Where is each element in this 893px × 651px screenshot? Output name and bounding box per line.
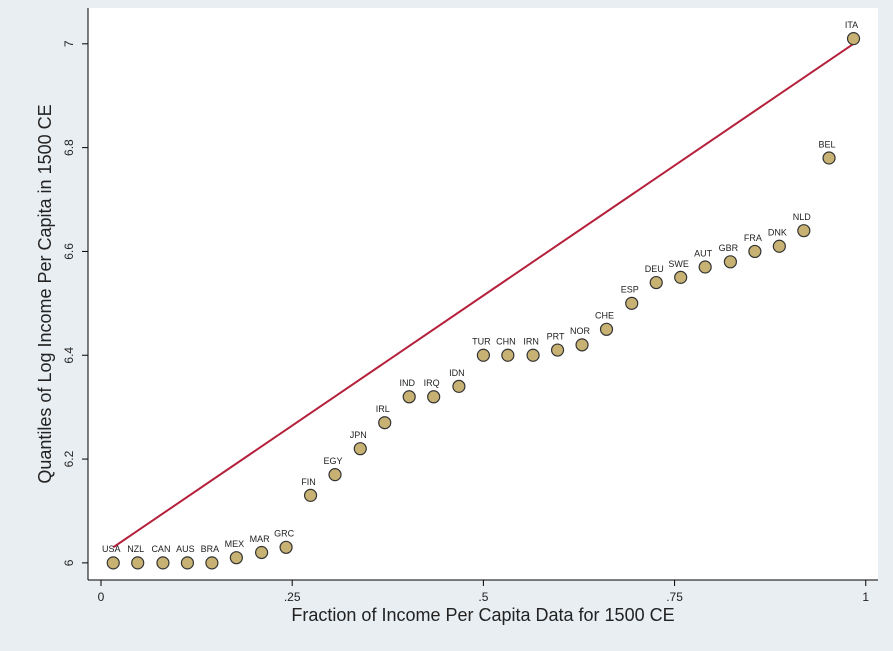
point-label: NOR (570, 326, 591, 336)
point (353, 442, 367, 456)
y-axis-title: Quantiles of Log Income Per Capita in 15… (35, 104, 55, 483)
point (575, 338, 589, 352)
point (378, 416, 392, 430)
point-label: TUR (472, 337, 491, 347)
point (476, 348, 490, 362)
point-label: BEL (819, 139, 836, 149)
point-label: MAR (250, 534, 271, 544)
reference-line (112, 42, 855, 549)
point (156, 556, 170, 570)
y-tick-label: 6 (62, 559, 76, 566)
plot-area (88, 8, 878, 580)
point (427, 390, 441, 404)
point-label: PRT (547, 331, 565, 341)
point-label: CAN (151, 544, 170, 554)
point (526, 348, 540, 362)
point-label: IRQ (424, 378, 440, 388)
point-label: ITA (845, 20, 858, 30)
point-label: NLD (793, 212, 812, 222)
point-label: CHE (595, 311, 614, 321)
point (452, 379, 466, 393)
x-axis-title: Fraction of Income Per Capita Data for 1… (291, 605, 674, 625)
point-label: AUT (694, 248, 713, 258)
point-label: FRA (744, 233, 762, 243)
point-label: IRL (376, 404, 390, 414)
y-tick-label: 6.2 (62, 450, 76, 467)
point-label: ESP (621, 285, 639, 295)
point (748, 244, 762, 259)
y-tick-label: 7 (62, 40, 76, 47)
x-tick-label: .5 (478, 590, 488, 604)
point-label: USA (102, 544, 121, 554)
point-label: JPN (350, 430, 367, 440)
point (599, 322, 614, 336)
point (723, 255, 738, 269)
point (106, 556, 120, 570)
point-label: EGY (324, 456, 343, 466)
point-label: BRA (201, 544, 220, 554)
point (180, 556, 195, 570)
point (772, 239, 786, 253)
point-label: MEX (225, 539, 245, 549)
x-tick-label: .75 (666, 590, 683, 604)
point (255, 545, 269, 560)
y-tick-label: 6.6 (62, 243, 76, 260)
point-label: NZL (127, 544, 144, 554)
point (131, 556, 145, 570)
point-label: FIN (301, 477, 316, 487)
point-label: GBR (719, 243, 739, 253)
y-tick-label: 6.4 (62, 347, 76, 364)
point (205, 556, 219, 570)
point (501, 348, 515, 362)
point (328, 468, 342, 482)
point-label: CHN (496, 337, 516, 347)
x-tick-label: 0 (98, 590, 105, 604)
point-label: IDN (449, 368, 465, 378)
x-tick-label: .25 (284, 590, 301, 604)
point-label: IRN (523, 337, 539, 347)
point-label: DEU (645, 264, 664, 274)
point (846, 32, 861, 46)
point-label: SWE (668, 259, 689, 269)
point (303, 488, 318, 502)
point (229, 551, 243, 565)
point (649, 275, 663, 290)
point (698, 260, 712, 274)
point (822, 151, 836, 165)
y-tick-label: 6.8 (62, 139, 76, 156)
x-tick-label: 1 (862, 590, 869, 604)
point-label: AUS (176, 544, 195, 554)
point (402, 390, 416, 404)
point-label: GRC (274, 529, 295, 539)
point (550, 343, 565, 357)
point-label: DNK (768, 228, 787, 238)
point (797, 224, 811, 238)
point (625, 296, 639, 310)
point (279, 540, 293, 554)
point (674, 270, 688, 284)
point-label: IND (399, 378, 415, 388)
